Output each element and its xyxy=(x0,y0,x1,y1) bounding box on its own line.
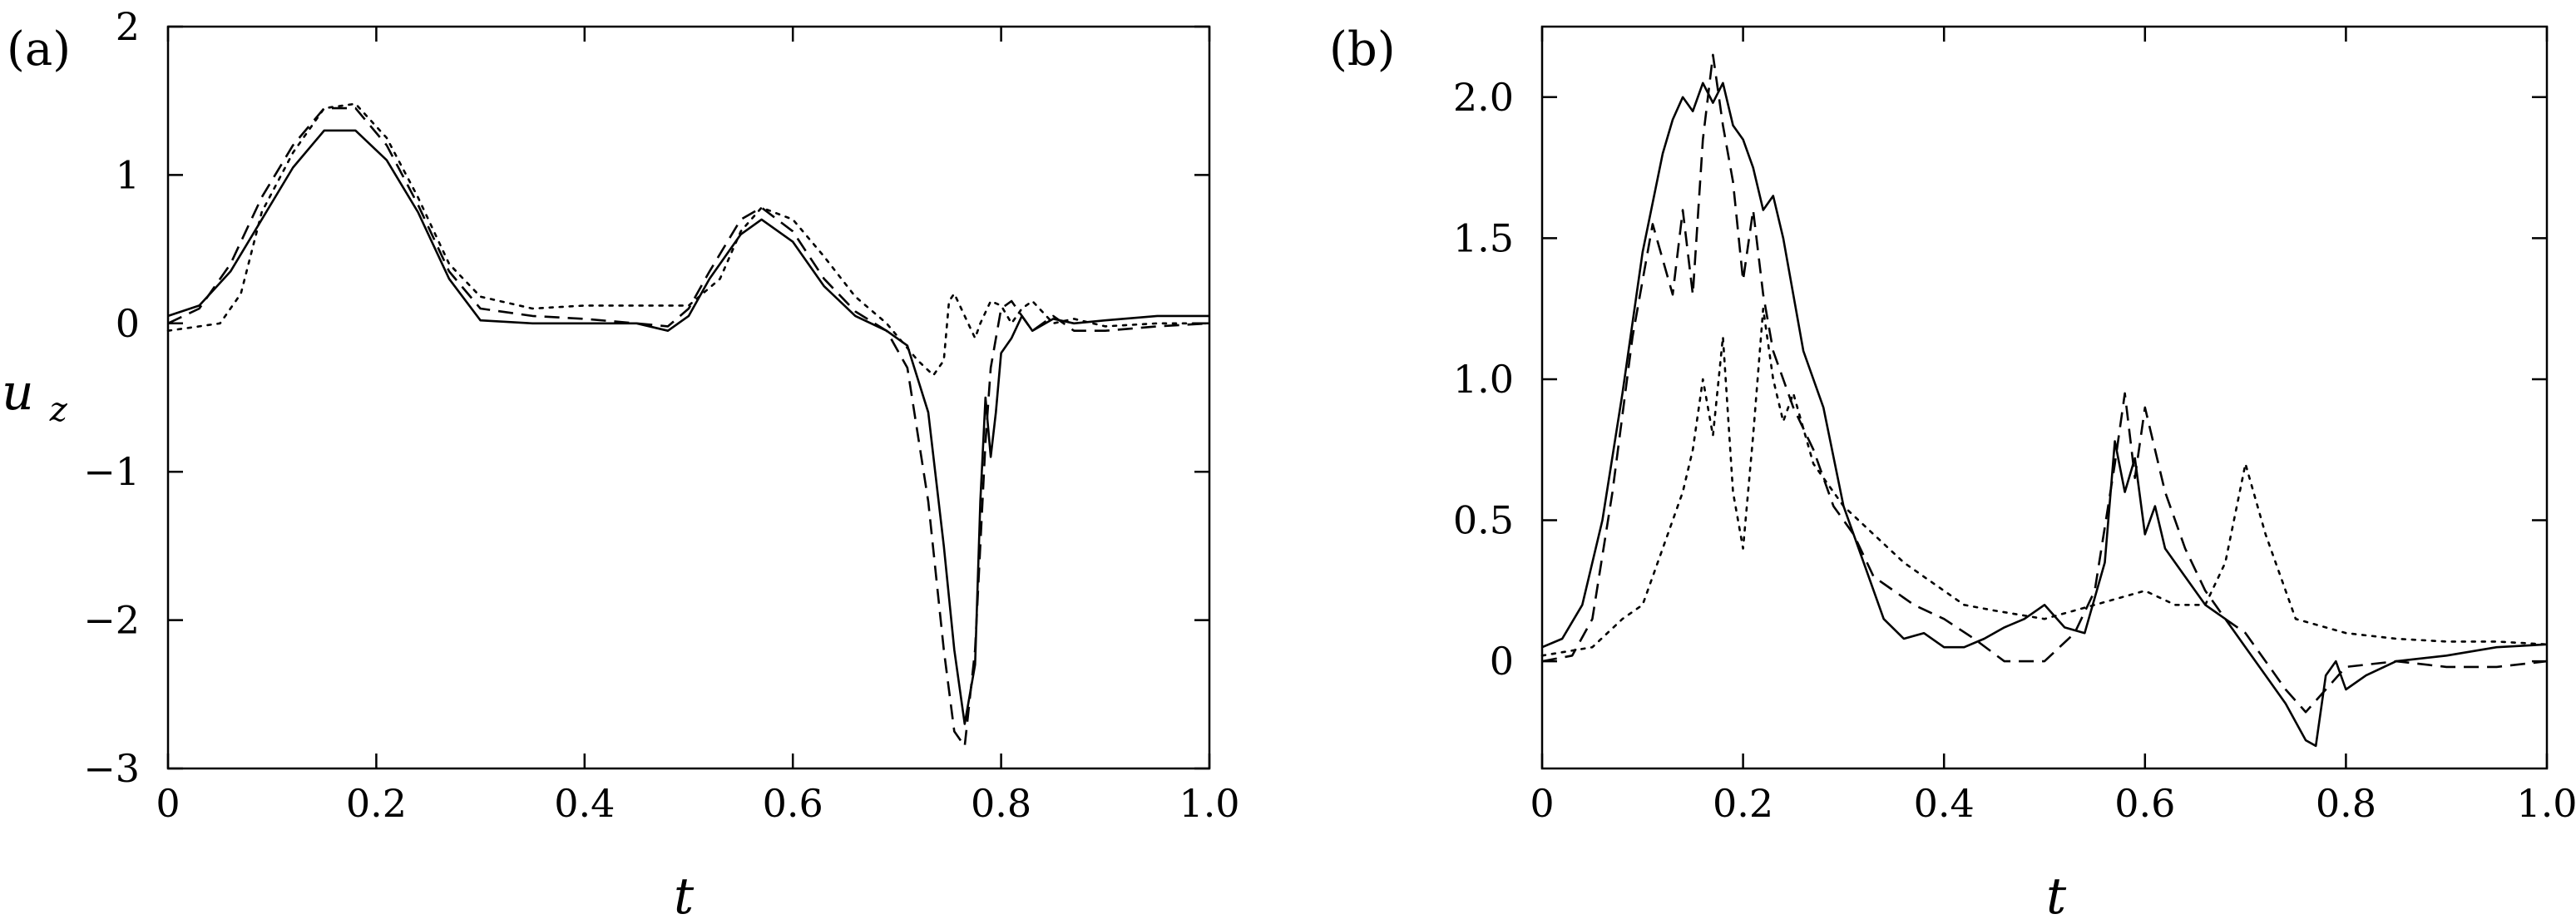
series-line-dotted xyxy=(1540,307,2549,657)
y-tick-label: 2 xyxy=(116,4,140,49)
plot-frame xyxy=(166,25,1211,770)
x-tick-label: 0.6 xyxy=(2114,781,2175,826)
series-line-solid xyxy=(167,129,1209,725)
series-line-dashed xyxy=(1541,53,2548,714)
y-tick-label: 0 xyxy=(116,301,140,346)
panel-label-a: (a) xyxy=(7,22,71,77)
x-axis-label-b: t xyxy=(2046,867,2067,924)
y-tick-label: −3 xyxy=(83,746,140,791)
plot-frame xyxy=(1540,25,2549,770)
y-tick-label: −2 xyxy=(83,598,140,643)
series-line-dotted xyxy=(166,102,1211,377)
panel-a: (a) u z t 0 0.2 0.4 0.6 0.8 1.0 −3 −2 −1 0 1 2 xyxy=(2,4,1240,924)
y-axis-label-main: u xyxy=(2,363,34,422)
x-tick-label: 0.2 xyxy=(346,781,407,826)
y-tick-label: 1.0 xyxy=(1453,357,1514,402)
panel-label-b: (b) xyxy=(1329,22,1396,77)
x-tick-label: 0.6 xyxy=(763,781,823,826)
x-tick-label: 0.8 xyxy=(971,781,1031,826)
series-line-dashed xyxy=(167,106,1210,748)
y-tick-label: −1 xyxy=(83,449,140,494)
series-line-solid xyxy=(1541,82,2548,748)
x-tick-label: 0.8 xyxy=(2316,781,2376,826)
y-tick-label: 1 xyxy=(116,152,140,197)
y-tick-label: 0.5 xyxy=(1453,498,1514,543)
x-tick-label: 1.0 xyxy=(1179,781,1239,826)
x-axis-label-a: t xyxy=(674,867,695,924)
x-tick-label: 0 xyxy=(1530,781,1554,826)
x-tick-label: 0.4 xyxy=(1914,781,1975,826)
x-tick-label: 0.4 xyxy=(554,781,615,826)
x-tick-label: 0 xyxy=(156,781,180,826)
panel-b: (b) t 0 0.2 0.4 0.6 0.8 1.0 0 0.5 1.0 1.5 2.0 xyxy=(1329,22,2576,924)
y-tick-label: 1.5 xyxy=(1453,215,1514,260)
y-tick-label: 0 xyxy=(1490,639,1514,684)
y-axis-label-subscript: z xyxy=(49,391,68,429)
x-tick-label: 1.0 xyxy=(2516,781,2576,826)
y-axis-label-a: u z xyxy=(2,363,68,429)
y-tick-label: 2.0 xyxy=(1453,75,1514,120)
x-tick-label: 0.2 xyxy=(1713,781,1773,826)
